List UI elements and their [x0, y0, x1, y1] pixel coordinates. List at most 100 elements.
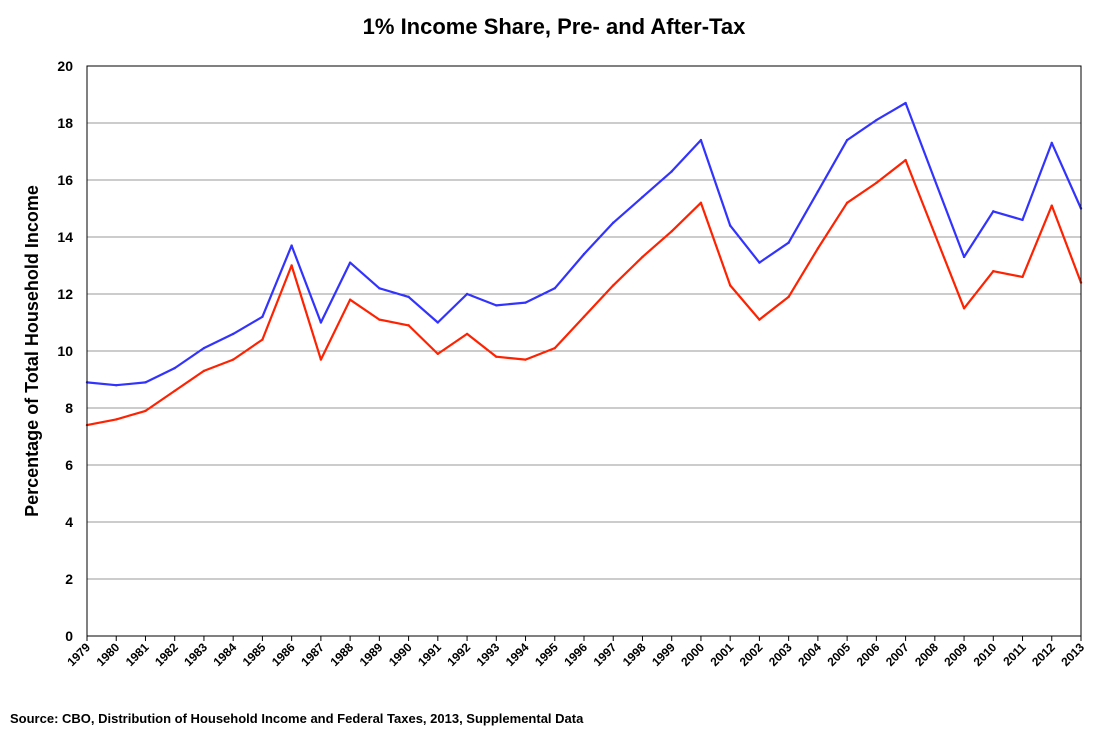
x-tick-label: 2007 — [883, 640, 912, 669]
data-point-after-tax — [465, 332, 469, 336]
chart-title: 1% Income Share, Pre- and After-Tax — [362, 14, 746, 39]
data-point-after-tax — [758, 318, 761, 321]
data-point-after-tax — [582, 315, 586, 318]
x-tick-label: 1991 — [415, 640, 444, 669]
x-tick-label: 1994 — [503, 640, 532, 669]
x-tick-label: 1982 — [152, 640, 181, 669]
data-point-pre-tax — [144, 381, 147, 384]
y-tick-label: 20 — [57, 58, 73, 74]
data-point-after-tax — [670, 230, 673, 233]
x-tick-label: 2011 — [1000, 640, 1029, 669]
data-point-after-tax — [1050, 204, 1053, 207]
data-point-after-tax — [348, 298, 352, 301]
data-point-pre-tax — [875, 118, 878, 122]
x-axis-ticks: 1979 1980 1981 1982 1983 1984 1985 1986 1987 1988… — [64, 636, 1087, 669]
data-point-pre-tax — [758, 261, 761, 264]
series-line-pre-tax — [86, 101, 1083, 387]
x-tick-label: 1980 — [94, 640, 123, 669]
data-point-pre-tax — [495, 304, 498, 307]
data-point-after-tax — [495, 355, 498, 358]
x-tick-label: 2003 — [766, 640, 795, 669]
x-tick-label: 1979 — [64, 640, 93, 669]
data-point-after-tax — [992, 270, 995, 273]
data-point-after-tax — [378, 318, 381, 321]
x-tick-label: 2013 — [1058, 640, 1087, 669]
data-point-after-tax — [202, 369, 206, 373]
x-tick-label: 2008 — [912, 640, 941, 669]
y-axis-ticks: 0 2 4 6 8 10 12 14 16 18 20 — [57, 58, 73, 644]
data-point-pre-tax — [261, 315, 264, 318]
y-tick-label: 12 — [57, 286, 73, 302]
data-point-after-tax — [641, 255, 644, 259]
data-point-pre-tax — [787, 241, 790, 244]
y-tick-label: 10 — [57, 343, 73, 359]
data-point-pre-tax — [173, 366, 176, 370]
data-point-after-tax — [261, 338, 264, 341]
data-point-after-tax — [962, 307, 966, 310]
x-tick-label: 1984 — [211, 640, 240, 669]
data-point-after-tax — [231, 358, 235, 361]
data-point-pre-tax — [582, 252, 586, 256]
y-axis-title: Percentage of Total Household Income — [22, 185, 42, 517]
data-point-pre-tax — [553, 287, 556, 290]
data-point-after-tax — [699, 201, 703, 204]
data-point-pre-tax — [962, 255, 966, 259]
data-point-pre-tax — [202, 346, 206, 350]
x-tick-label: 2010 — [971, 640, 1000, 669]
data-point-after-tax — [553, 346, 556, 350]
data-point-pre-tax — [816, 190, 820, 193]
x-tick-label: 2005 — [824, 640, 853, 669]
y-tick-label: 6 — [65, 457, 73, 473]
data-point-pre-tax — [524, 301, 527, 304]
x-tick-label: 2001 — [708, 640, 737, 669]
data-point-pre-tax — [992, 210, 995, 213]
data-point-pre-tax — [115, 384, 118, 387]
y-tick-label: 0 — [65, 628, 73, 644]
data-point-pre-tax — [290, 244, 293, 247]
data-point-pre-tax — [378, 287, 381, 290]
data-point-pre-tax — [612, 221, 615, 224]
x-tick-label: 2009 — [941, 640, 970, 669]
y-tick-label: 16 — [57, 172, 73, 188]
x-tick-label: 1998 — [620, 640, 649, 669]
data-point-after-tax — [728, 284, 732, 287]
x-tick-label: 2000 — [678, 640, 707, 669]
data-point-after-tax — [612, 284, 615, 287]
data-point-after-tax — [904, 158, 907, 162]
data-point-after-tax — [407, 324, 410, 327]
x-tick-label: 1989 — [357, 640, 386, 669]
data-point-after-tax — [290, 264, 293, 267]
x-tick-label: 1981 — [123, 640, 152, 669]
x-tick-label: 1993 — [474, 640, 503, 669]
y-tick-label: 2 — [65, 571, 73, 587]
data-point-pre-tax — [348, 261, 352, 264]
data-point-pre-tax — [465, 292, 469, 296]
data-point-after-tax — [816, 247, 820, 250]
series-lines — [85, 101, 1083, 427]
data-point-after-tax — [436, 352, 440, 356]
data-point-pre-tax — [1021, 218, 1024, 222]
data-point-after-tax — [524, 358, 527, 361]
x-tick-label: 2006 — [854, 640, 883, 669]
gridlines — [87, 65, 1081, 637]
x-tick-label: 1988 — [327, 640, 356, 669]
data-point-after-tax — [787, 295, 790, 299]
x-tick-label: 1987 — [298, 640, 327, 669]
data-point-after-tax — [875, 181, 878, 185]
data-point-after-tax — [933, 232, 937, 236]
y-tick-label: 14 — [57, 229, 73, 245]
x-tick-label: 1992 — [444, 640, 473, 669]
x-tick-label: 1985 — [240, 640, 269, 669]
y-tick-label: 8 — [65, 400, 73, 416]
x-tick-label: 1986 — [269, 640, 298, 669]
data-point-pre-tax — [728, 224, 732, 227]
data-point-pre-tax — [407, 295, 410, 299]
y-tick-label: 18 — [57, 115, 73, 131]
x-tick-label: 1999 — [649, 640, 678, 669]
x-tick-label: 2004 — [795, 640, 824, 669]
series-line-after-tax — [86, 159, 1083, 427]
data-point-pre-tax — [319, 321, 323, 324]
data-point-after-tax — [115, 418, 118, 421]
x-tick-label: 2012 — [1029, 640, 1058, 669]
x-tick-label: 1995 — [532, 640, 561, 669]
